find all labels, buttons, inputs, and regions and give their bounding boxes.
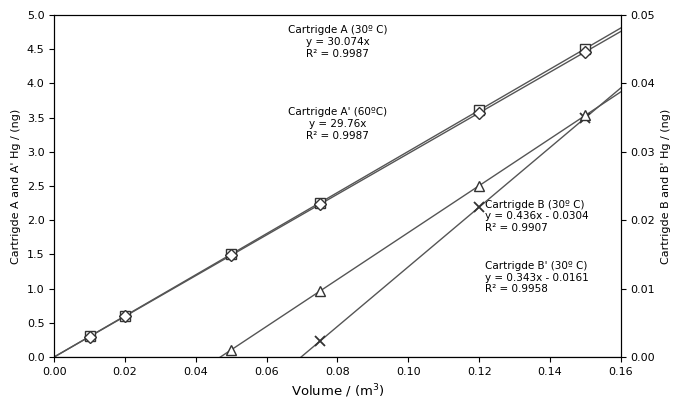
- Text: Cartrigde B (30º C)
y = 0.436x - 0.0304
R² = 0.9907: Cartrigde B (30º C) y = 0.436x - 0.0304 …: [485, 200, 589, 233]
- Text: Cartrigde A' (60ºC)
y = 29.76x
R² = 0.9987: Cartrigde A' (60ºC) y = 29.76x R² = 0.99…: [288, 107, 387, 141]
- X-axis label: Volume / (m$^3$): Volume / (m$^3$): [291, 382, 385, 400]
- Text: Cartrigde B' (30º C)
y = 0.343x - 0.0161
R² = 0.9958: Cartrigde B' (30º C) y = 0.343x - 0.0161…: [485, 261, 589, 294]
- Y-axis label: Cartrigde A and A' Hg / (ng): Cartrigde A and A' Hg / (ng): [11, 109, 21, 264]
- Y-axis label: Cartrigde B and B' Hg / (ng): Cartrigde B and B' Hg / (ng): [661, 109, 671, 264]
- Text: Cartrigde A (30º C)
y = 30.074x
R² = 0.9987: Cartrigde A (30º C) y = 30.074x R² = 0.9…: [288, 25, 387, 59]
